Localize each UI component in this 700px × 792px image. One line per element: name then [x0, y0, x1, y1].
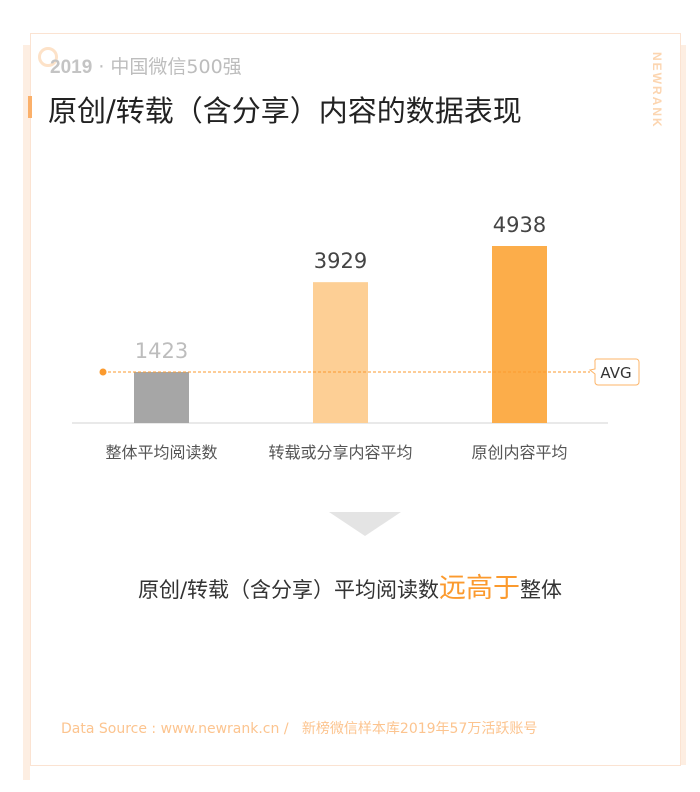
bar [492, 246, 547, 423]
data-label: 1423 [135, 339, 188, 363]
year: 2019 [50, 57, 93, 78]
conclusion-highlight: 远高于 [439, 573, 521, 604]
category-label: 整体平均阅读数 [105, 443, 217, 462]
category-label: 转载或分享内容平均 [268, 443, 412, 462]
avg-label: AVG [600, 364, 631, 382]
right-decor-strip [680, 45, 686, 765]
data-label: 3929 [314, 249, 367, 273]
subtitle: 2019 · 中国微信500强 [50, 52, 242, 79]
avg-dot [99, 368, 107, 376]
conclusion: 原创/转载（含分享）平均阅读数远高于整体 [0, 566, 700, 605]
bar [134, 371, 189, 423]
ring-decor-icon [38, 47, 58, 67]
source-url: Data Source : www.newrank.cn / [61, 721, 289, 737]
subtitle-text: · 中国微信500强 [98, 56, 242, 78]
down-arrow-icon [329, 512, 401, 536]
source-note: 新榜微信样本库2019年57万活跃账号 [301, 721, 538, 737]
conclusion-text: 原创/转载（含分享）平均阅读数 [137, 578, 440, 602]
brand-logo: NEWRANK [650, 52, 664, 129]
bar [313, 282, 368, 423]
page-title: 原创/转载（含分享）内容的数据表现 [48, 94, 522, 128]
title-accent [28, 96, 32, 118]
data-source: Data Source : www.newrank.cn / 新榜微信样本库20… [61, 718, 537, 738]
data-label: 4938 [493, 213, 546, 237]
avg-callout [588, 358, 640, 386]
left-decor-strip [23, 45, 30, 780]
conclusion-tail: 整体 [520, 578, 563, 602]
category-label: 原创内容平均 [471, 443, 567, 462]
